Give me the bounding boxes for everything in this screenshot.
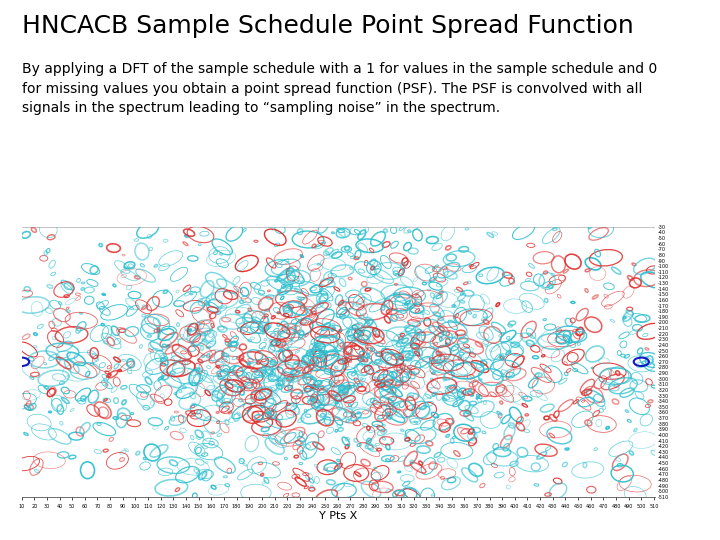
X-axis label: Y Pts X: Y Pts X: [319, 511, 358, 521]
Text: By applying a DFT of the sample schedule with a 1 for values in the sample sched: By applying a DFT of the sample schedule…: [22, 62, 657, 115]
Text: HNCACB Sample Schedule Point Spread Function: HNCACB Sample Schedule Point Spread Func…: [22, 14, 634, 37]
